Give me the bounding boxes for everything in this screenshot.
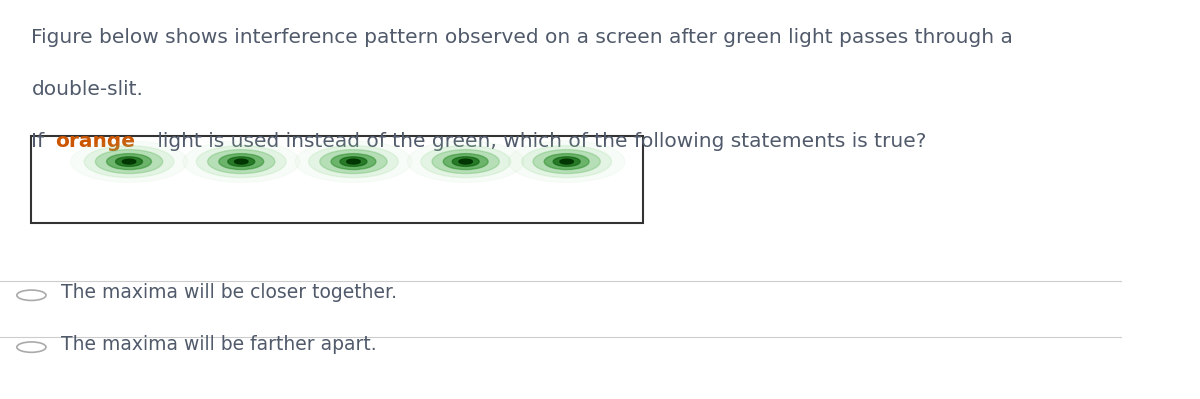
Text: The maxima will be closer together.: The maxima will be closer together. xyxy=(60,283,396,302)
Circle shape xyxy=(308,146,398,178)
Circle shape xyxy=(107,154,151,170)
Circle shape xyxy=(122,159,136,164)
Text: double-slit.: double-slit. xyxy=(31,80,143,99)
Circle shape xyxy=(295,141,412,182)
Text: orange: orange xyxy=(55,132,134,151)
Circle shape xyxy=(340,157,367,166)
Circle shape xyxy=(115,157,143,166)
Circle shape xyxy=(458,159,473,164)
Circle shape xyxy=(421,146,510,178)
Circle shape xyxy=(432,150,499,174)
FancyBboxPatch shape xyxy=(31,136,643,223)
Circle shape xyxy=(182,141,300,182)
Text: The maxima will be farther apart.: The maxima will be farther apart. xyxy=(60,335,377,354)
Circle shape xyxy=(319,150,388,174)
Circle shape xyxy=(95,150,163,174)
Circle shape xyxy=(443,154,488,170)
Circle shape xyxy=(331,154,376,170)
Circle shape xyxy=(197,146,286,178)
Circle shape xyxy=(533,150,600,174)
Circle shape xyxy=(234,159,248,164)
Circle shape xyxy=(553,157,580,166)
Circle shape xyxy=(218,154,264,170)
Circle shape xyxy=(407,141,524,182)
Text: If: If xyxy=(31,132,50,151)
Circle shape xyxy=(208,150,275,174)
Circle shape xyxy=(452,157,479,166)
Circle shape xyxy=(522,146,612,178)
Circle shape xyxy=(71,141,187,182)
Circle shape xyxy=(347,159,360,164)
Circle shape xyxy=(509,141,625,182)
Circle shape xyxy=(228,157,254,166)
Circle shape xyxy=(545,154,589,170)
Circle shape xyxy=(84,146,174,178)
Text: Figure below shows interference pattern observed on a screen after green light p: Figure below shows interference pattern … xyxy=(31,28,1013,47)
Circle shape xyxy=(560,159,574,164)
Text: light is used instead of the green, which of the following statements is true?: light is used instead of the green, whic… xyxy=(151,132,926,151)
